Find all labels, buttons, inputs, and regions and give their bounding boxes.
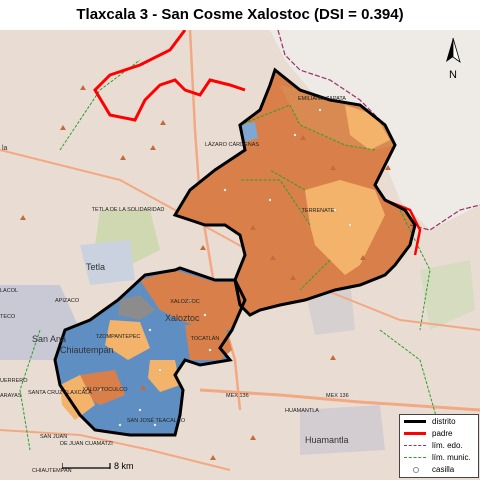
label-emiliano-zapata: EMILIANO ZAPATA	[298, 96, 346, 102]
municipality-terrenate[interactable]	[305, 180, 385, 275]
terrain-peaks	[20, 85, 391, 460]
label-mex136-b: MEX 136	[326, 393, 349, 399]
label-lacol: LACOL	[0, 288, 18, 294]
municipality-tzompantepec[interactable]	[105, 320, 150, 360]
label-juan-cuamatzi: DE JUAN CUAMATZI	[60, 441, 113, 447]
label-san-ana: San Ana	[32, 334, 66, 344]
legend-symbol-padre	[404, 432, 426, 435]
legend-symbol-munic	[404, 457, 426, 458]
district-border-south	[53, 266, 247, 437]
label-mex136-a: MEX 136	[226, 393, 249, 399]
scale-label: 8 km	[114, 461, 134, 471]
legend-label-munic: lím. munic.	[432, 453, 471, 462]
municipality-xaloxtoculco[interactable]	[80, 370, 125, 405]
road-3	[0, 429, 231, 471]
urban-area-huamantla	[300, 405, 385, 455]
north-arrow: N	[446, 37, 461, 81]
label-xaloztoc: XALOZTOC	[170, 299, 200, 305]
legend-label-casilla: casilla	[432, 465, 455, 474]
north-arrow-left	[446, 38, 453, 62]
north-arrow-right	[452, 37, 461, 63]
label-arayas: ARAYAS	[0, 393, 22, 399]
road-mex136	[199, 388, 480, 412]
map-title: Tlaxcala 3 - San Cosme Xalostoc (DSI = 0…	[76, 6, 404, 23]
label-chiautempan: CHIAUTEMPAN	[32, 468, 72, 474]
legend-label-padre: padre	[432, 429, 453, 438]
label-tocatlan: TOCATLÁN	[191, 335, 220, 342]
label-la: la	[2, 145, 8, 152]
scale-bar: 8 km	[62, 461, 134, 471]
municipality-tocatlan[interactable]	[185, 325, 232, 360]
label-chiautempan-town: Chiautempan	[60, 345, 114, 355]
grey-patch	[118, 295, 155, 320]
legend-symbol-edo	[404, 445, 426, 446]
munic-border-inner	[239, 104, 376, 291]
label-tecl: TECO	[0, 314, 16, 320]
label-huamantla-town: Huamantla	[305, 435, 349, 445]
label-san-jose-teacalco: SAN JOSÉ TEACALCO	[127, 417, 186, 424]
munic-border-outer	[19, 59, 471, 471]
north-label: N	[449, 69, 457, 81]
label-xaloztoc-town: Xaloztoc	[165, 313, 200, 323]
legend-symbol-casilla	[413, 467, 419, 473]
legend-label-edo: lím. edo.	[432, 441, 463, 450]
legend: distrito padre lím. edo. lím. munic. cas…	[399, 414, 479, 478]
label-tzompantepec: TZOMPANTEPEC	[96, 334, 141, 340]
label-xaloxtoculco: XALOXTOCULCO	[82, 387, 128, 393]
label-tetla-solidaridad: TETLA DE LA SOLIDARIDAD	[92, 207, 165, 213]
urban-area-tetla	[80, 240, 135, 285]
label-san-juan: SAN JUAN	[40, 434, 67, 440]
legend-symbol-distrito	[404, 420, 426, 423]
casilla-points	[98, 108, 352, 427]
municipality-emiliano-zapata-east[interactable]	[345, 105, 390, 150]
legend-label-distrito: distrito	[432, 417, 456, 426]
parent-border	[93, 30, 246, 122]
label-terrenate: TERRENATE	[302, 208, 335, 214]
municipality-santa-cruz[interactable]	[148, 360, 180, 392]
label-apizaco: APIZACO	[55, 298, 80, 304]
label-tetla: Tetla	[86, 262, 105, 272]
road	[188, 30, 242, 411]
label-guerrero: UERRERO	[0, 378, 28, 384]
label-santa-cruz: SANTA CRUZ TLAXCALA	[28, 390, 92, 396]
park-area-3	[420, 260, 475, 330]
municipality-xaloztoc[interactable]	[140, 270, 245, 330]
label-lazaro-cardenas: LÁZARO CÁRDENAS	[205, 141, 259, 148]
label-huamantla: HUAMANTLA	[285, 408, 319, 414]
district-map: EMILIANO ZAPATA LÁZARO CÁRDENAS TERRENAT…	[0, 30, 480, 480]
district-border-north	[172, 67, 417, 317]
municipality-west-light[interactable]	[60, 375, 95, 420]
